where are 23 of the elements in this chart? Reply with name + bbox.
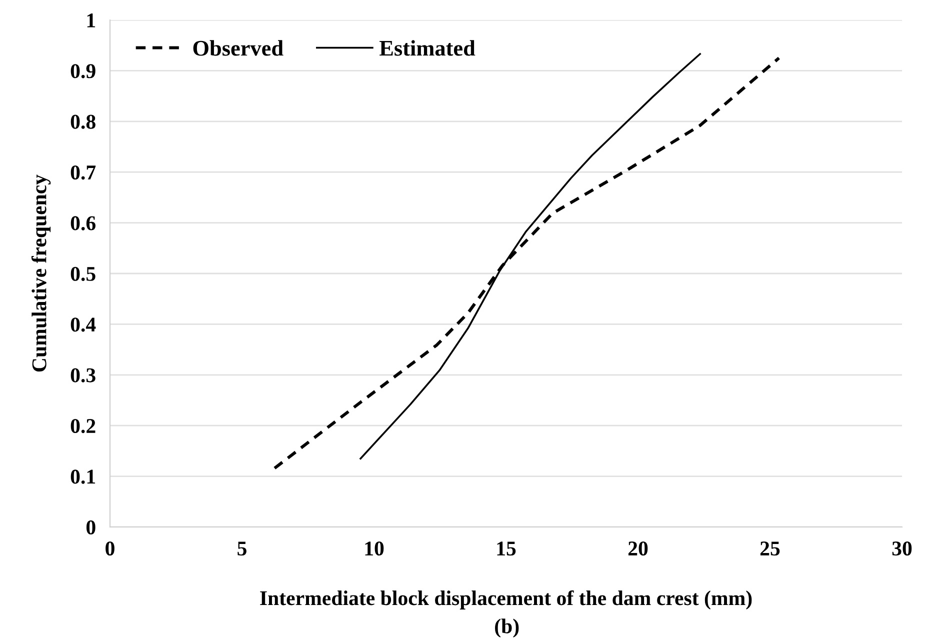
y-tick-label: 1: [87, 13, 96, 28]
x-tick-label: 25: [760, 542, 780, 556]
legend-label: Estimated: [380, 40, 476, 56]
y-tick-label: 0.1: [70, 470, 96, 484]
y-tick-label: 0.4: [70, 318, 96, 332]
x-tick-label: 20: [628, 541, 648, 556]
x-tick-label: 15: [497, 542, 516, 556]
x-tick-label: 10: [365, 541, 384, 556]
y-tick-label: 0.6: [70, 216, 96, 230]
y-tick-label: 0.9: [70, 64, 96, 78]
text: (b): [495, 618, 519, 638]
y-tick-label: 0.8: [70, 114, 96, 129]
y-tick-label: 0.2: [70, 418, 96, 434]
x-axis-title: Intermediate block displacement of the dam crest (mm): [260, 590, 752, 610]
x-tick-label: 5: [238, 542, 246, 556]
x-tick-label: 30: [892, 541, 912, 556]
y-tick-label: 0.5: [70, 266, 96, 282]
y-tick-label: 0.7: [70, 165, 96, 180]
y-axis-title: Cumulative frequency: [31, 174, 51, 372]
x-tick-label: 0: [106, 541, 114, 556]
y-tick-label: 0: [86, 520, 96, 534]
y-tick-label: 0.3: [70, 368, 96, 382]
legend-label: Observed: [193, 40, 284, 56]
